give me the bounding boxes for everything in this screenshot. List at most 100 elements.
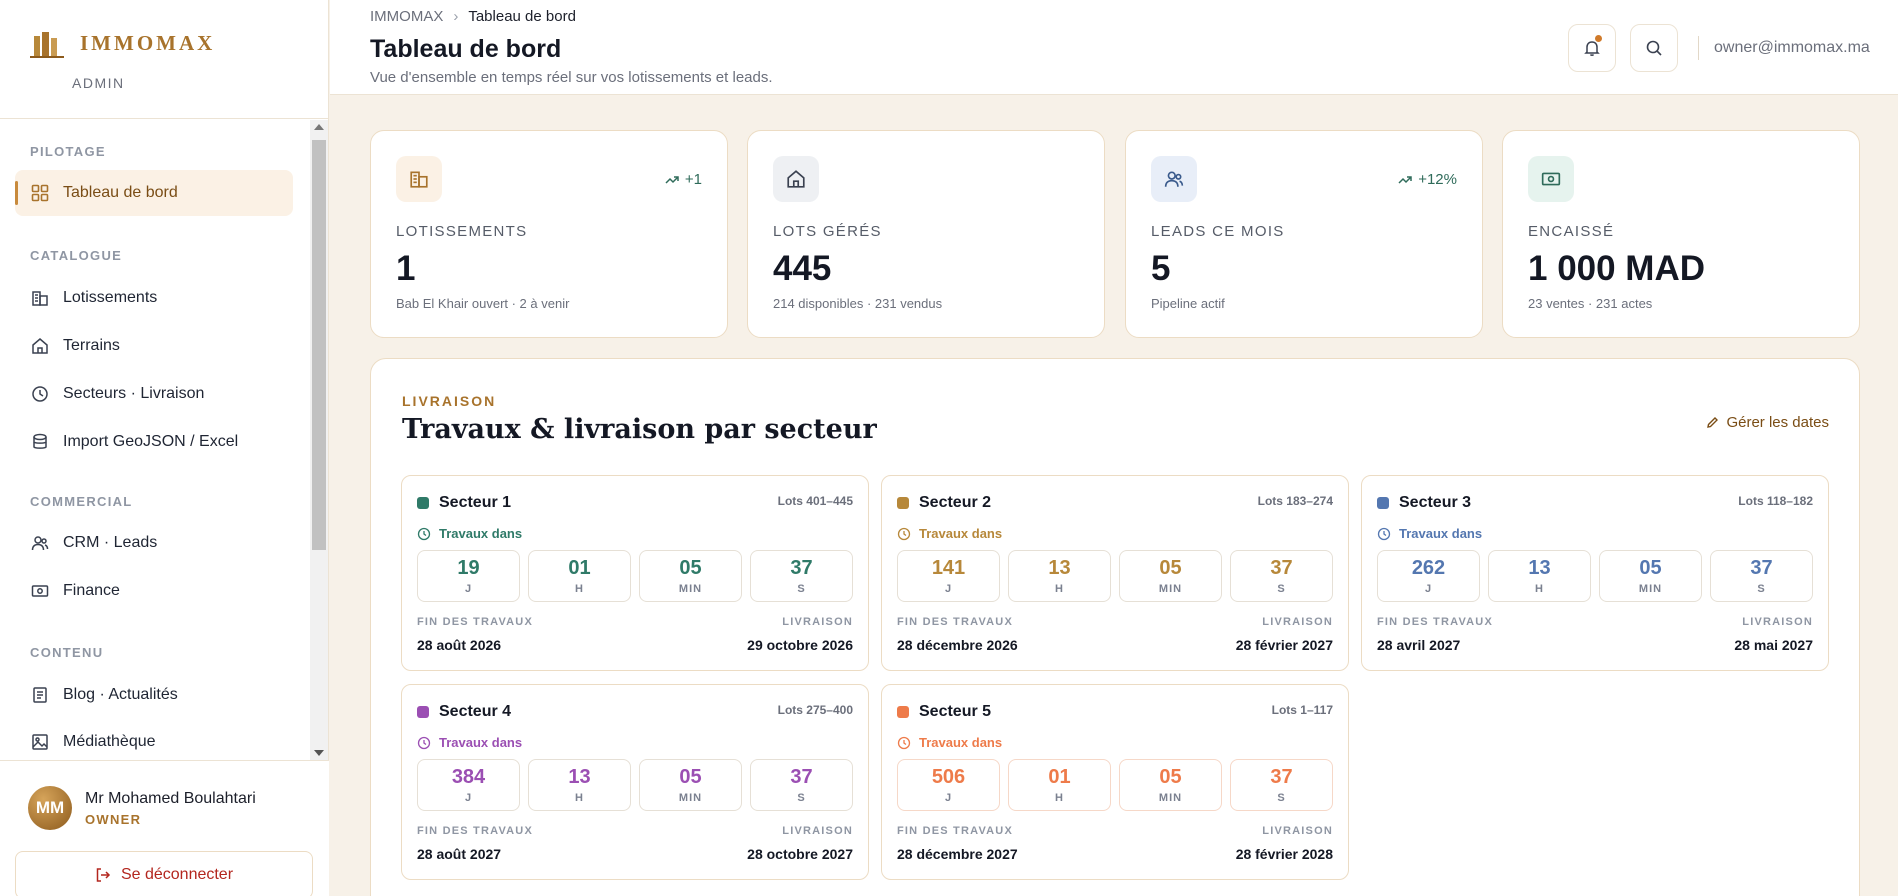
end-works-date: 28 décembre 2027 [897,846,1018,862]
logout-icon [96,868,111,882]
sector-header: Secteur 5 [897,703,991,721]
kpi-card-encaisse: ENCAISSÉ 1 000 MAD 23 ventes · 231 actes [1502,130,1860,338]
sidebar-item-terrains[interactable]: Terrains [15,323,293,369]
sector-card[interactable]: Secteur 1 Lots 401–445 Travaux dans 19 J 01 H 0… [401,475,869,671]
sidebar-item-label: Secteurs · Livraison [63,385,205,402]
sector-color-swatch [897,706,909,718]
notification-dot [1595,35,1602,42]
logo-icon [30,30,64,58]
sidebar-item-import[interactable]: Import GeoJSON / Excel [15,419,293,465]
scroll-down-arrow-icon[interactable] [314,750,324,756]
bell-icon [1584,41,1600,56]
sector-card[interactable]: Secteur 2 Lots 183–274 Travaux dans 141 J 13 H… [881,475,1349,671]
countdown-value: 05 [679,557,702,579]
countdown-unit: J [944,792,953,804]
countdown-unit: MIN [678,792,703,804]
kpi-footnote: 214 disponibles · 231 vendus [773,296,943,311]
sector-lots: Lots 183–274 [1257,494,1333,508]
sector-header: Secteur 2 [897,494,991,512]
sidebar-item-tableau-de-bord[interactable]: Tableau de bord [15,170,293,216]
countdown-seconds: 37 S [1230,759,1333,811]
brand: IMMOMAX ADMIN [0,0,328,119]
notifications-button[interactable] [1568,24,1616,72]
search-button[interactable] [1630,24,1678,72]
countdown-value: 19 [457,557,480,579]
sector-status: Travaux dans [897,735,1002,750]
sidebar-item-label: Finance [63,582,120,599]
sector-name: Secteur 3 [1399,494,1472,511]
countdown-days: 384 J [417,759,520,811]
trending-up-icon [1398,175,1412,184]
sector-card[interactable]: Secteur 3 Lots 118–182 Travaux dans 262 J 13 H… [1361,475,1829,671]
sidebar-item-secteurs-livraison[interactable]: Secteurs · Livraison [15,371,293,417]
end-works-label: FIN DES TRAVAUX [897,825,1013,837]
pencil-icon [1707,417,1719,428]
countdown-value: 384 [451,766,486,788]
sector-card[interactable]: Secteur 4 Lots 275–400 Travaux dans 384 J 13 H… [401,684,869,880]
breadcrumb-root[interactable]: IMMOMAX [370,8,444,25]
end-works-date: 28 décembre 2026 [897,637,1018,653]
sector-name: Secteur 4 [439,703,512,720]
end-works-label: FIN DES TRAVAUX [417,616,533,628]
countdown-minutes: 05 MIN [1599,550,1702,602]
sidebar-item-label: Blog · Actualités [63,686,178,703]
end-works-label: FIN DES TRAVAUX [417,825,533,837]
countdown-value: 01 [568,557,591,579]
countdown-minutes: 05 MIN [639,550,742,602]
countdown-unit: H [1535,583,1544,595]
kpi-footnote: Bab El Khair ouvert · 2 à venir [396,296,570,311]
countdown-value: 37 [1270,766,1293,788]
search-icon [1646,40,1662,56]
sidebar-item-mediatheque[interactable]: Médiathèque [15,719,293,760]
manage-dates-button[interactable]: Gérer les dates [1706,414,1829,431]
delivery-label: LIVRAISON [1262,616,1333,628]
countdown-value: 13 [568,766,591,788]
sector-card[interactable]: Secteur 5 Lots 1–117 Travaux dans 506 J 01 H 05… [881,684,1349,880]
delivery-date: 28 février 2028 [1235,846,1333,862]
countdown-unit: MIN [678,583,703,595]
delivery-date: 28 février 2027 [1235,637,1333,653]
sector-status-label: Travaux dans [1399,526,1483,541]
users-icon [31,534,49,552]
delivery-label: LIVRAISON [782,825,853,837]
panel-title: Travaux & livraison par secteur [402,414,877,445]
countdown-value: 05 [1159,766,1182,788]
sector-lots: Lots 1–117 [1271,703,1333,717]
countdown-hours: 13 H [1488,550,1591,602]
countdown-unit: S [797,583,806,595]
house-icon [773,156,819,202]
countdown-value: 05 [1159,557,1182,579]
countdown-days: 506 J [897,759,1000,811]
breadcrumb-current: Tableau de bord [468,8,576,25]
house-icon [31,337,49,355]
scroll-thumb[interactable] [312,140,326,550]
sector-header: Secteur 1 [417,494,511,512]
kpi-card-lots-geres: LOTS GÉRÉS 445 214 disponibles · 231 ven… [747,130,1105,338]
sidebar-item-lotissements[interactable]: Lotissements [15,275,293,321]
delivery-date: 29 octobre 2026 [747,637,853,653]
countdown-minutes: 05 MIN [639,759,742,811]
sidebar-item-finance[interactable]: Finance [15,568,293,614]
brand-sub: ADMIN [72,75,125,91]
countdown-value: 37 [1750,557,1773,579]
nav-section-commercial: COMMERCIAL [30,494,133,509]
breadcrumb: IMMOMAX › Tableau de bord [370,8,576,25]
database-icon [31,433,49,451]
kpi-trend-value: +1 [684,171,702,188]
user-email[interactable]: owner@immomax.ma [1714,39,1870,56]
sidebar-item-blog[interactable]: Blog · Actualités [15,672,293,718]
kpi-value: 1 [396,249,416,288]
banknote-icon [1528,156,1574,202]
buildings-icon [396,156,442,202]
kpi-label: LOTISSEMENTS [396,223,528,240]
countdown-unit: S [1277,792,1286,804]
user-role: OWNER [85,812,142,827]
sidebar-item-crm-leads[interactable]: CRM · Leads [15,520,293,566]
end-works-date: 28 août 2026 [417,637,502,653]
avatar: MM [28,786,72,830]
logout-button[interactable]: Se déconnecter [15,851,313,896]
sidebar-scrollbar[interactable] [310,120,328,760]
kpi-trend-value: +12% [1418,171,1457,188]
kpi-label: LEADS CE MOIS [1151,223,1285,240]
scroll-up-arrow-icon[interactable] [314,124,324,130]
